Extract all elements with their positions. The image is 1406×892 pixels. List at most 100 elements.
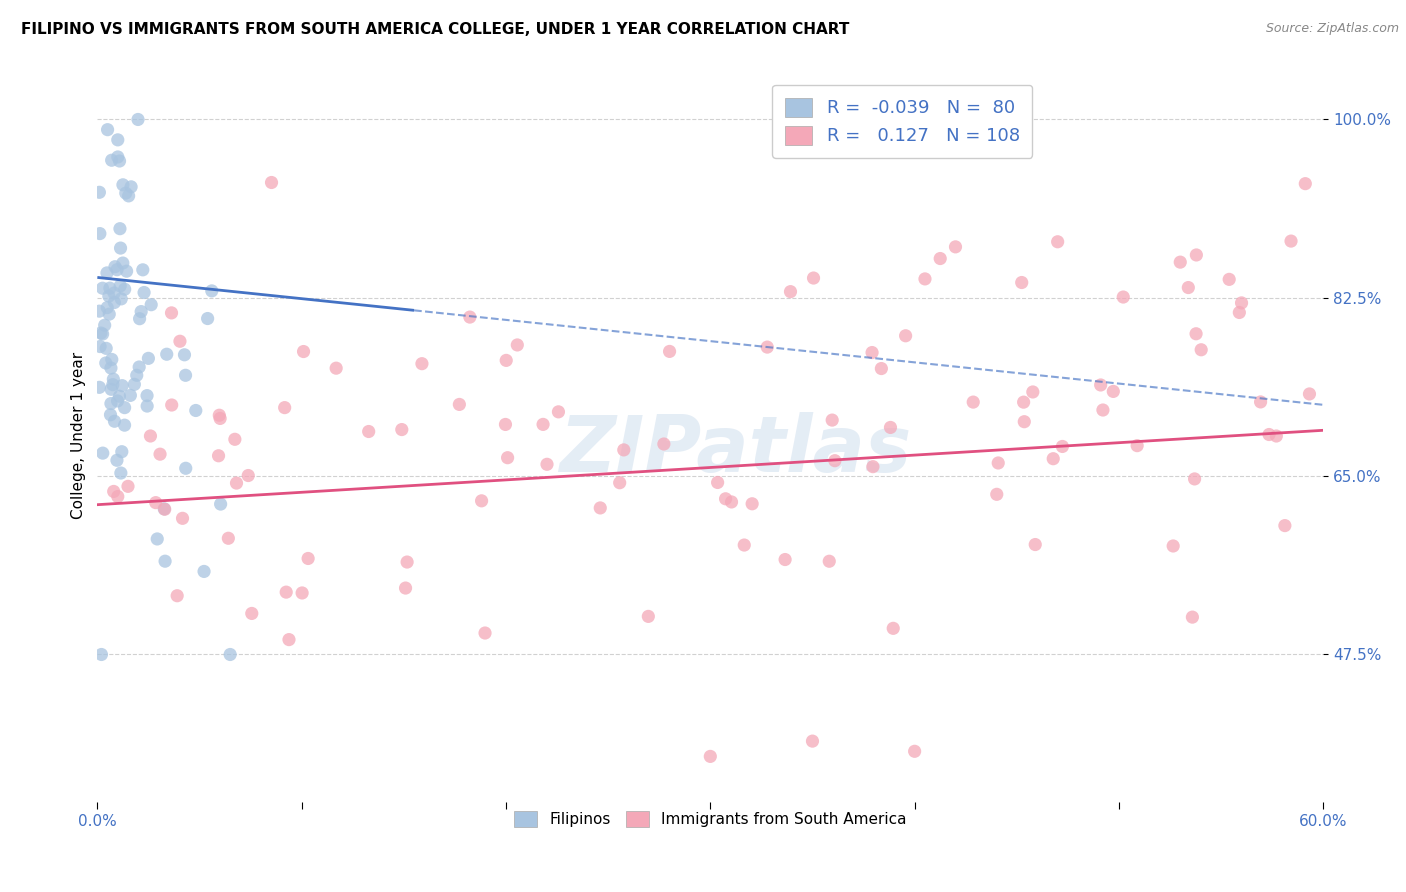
Point xyxy=(89,340,111,354)
Point xyxy=(111,256,134,270)
Point xyxy=(172,511,194,525)
Point xyxy=(879,420,901,434)
Point xyxy=(720,495,742,509)
Point xyxy=(108,389,131,403)
Point xyxy=(114,186,136,200)
Point xyxy=(103,484,125,499)
Point xyxy=(962,395,984,409)
Point xyxy=(276,585,298,599)
Point xyxy=(1265,429,1288,443)
Point xyxy=(699,749,721,764)
Point xyxy=(209,497,232,511)
Point xyxy=(217,531,239,545)
Point xyxy=(219,648,242,662)
Point xyxy=(396,555,419,569)
Point xyxy=(531,417,554,432)
Point xyxy=(107,150,129,164)
Point xyxy=(714,491,737,506)
Point xyxy=(105,453,128,467)
Point xyxy=(89,186,111,200)
Point xyxy=(114,401,136,415)
Point xyxy=(756,340,779,354)
Point xyxy=(1227,305,1250,319)
Text: ZIPatlas: ZIPatlas xyxy=(558,412,911,488)
Point xyxy=(1185,248,1208,262)
Point xyxy=(110,292,132,306)
Point xyxy=(173,348,195,362)
Point xyxy=(117,189,139,203)
Point xyxy=(132,262,155,277)
Point xyxy=(325,361,347,376)
Point xyxy=(224,432,246,446)
Point xyxy=(104,260,127,274)
Point xyxy=(904,744,927,758)
Point xyxy=(411,357,433,371)
Point xyxy=(103,414,125,428)
Point xyxy=(141,298,163,312)
Point xyxy=(1161,539,1184,553)
Point xyxy=(90,648,112,662)
Point xyxy=(136,389,159,403)
Point xyxy=(637,609,659,624)
Point xyxy=(1011,276,1033,290)
Point xyxy=(862,459,884,474)
Point xyxy=(201,284,224,298)
Point xyxy=(652,437,675,451)
Point xyxy=(1126,439,1149,453)
Point xyxy=(733,538,755,552)
Point xyxy=(107,394,129,409)
Point xyxy=(1189,343,1212,357)
Point xyxy=(93,318,115,333)
Point xyxy=(91,281,114,295)
Point xyxy=(108,221,131,235)
Point xyxy=(1012,395,1035,409)
Point xyxy=(98,307,121,321)
Point xyxy=(115,264,138,278)
Point xyxy=(207,449,229,463)
Point xyxy=(96,301,118,315)
Point xyxy=(240,607,263,621)
Point xyxy=(97,122,120,136)
Point xyxy=(94,356,117,370)
Point xyxy=(1181,610,1204,624)
Point xyxy=(139,429,162,443)
Point xyxy=(89,227,111,241)
Point xyxy=(495,353,517,368)
Point xyxy=(1102,384,1125,399)
Point xyxy=(100,382,122,396)
Point xyxy=(706,475,728,490)
Point xyxy=(273,401,295,415)
Point xyxy=(166,589,188,603)
Point xyxy=(1046,235,1069,249)
Point xyxy=(146,532,169,546)
Point xyxy=(260,176,283,190)
Point xyxy=(821,413,844,427)
Point xyxy=(945,240,967,254)
Point xyxy=(160,306,183,320)
Point xyxy=(882,621,904,635)
Point xyxy=(1230,296,1253,310)
Point xyxy=(208,409,231,423)
Point xyxy=(209,411,232,425)
Point xyxy=(91,446,114,460)
Point xyxy=(103,372,125,386)
Point xyxy=(174,461,197,475)
Point xyxy=(136,399,159,413)
Point xyxy=(779,285,801,299)
Point xyxy=(613,442,636,457)
Point xyxy=(129,304,152,318)
Point xyxy=(1298,387,1320,401)
Point xyxy=(1218,272,1240,286)
Point xyxy=(97,289,120,303)
Point xyxy=(929,252,952,266)
Point xyxy=(91,326,114,341)
Point xyxy=(1168,255,1191,269)
Point xyxy=(193,565,215,579)
Point xyxy=(471,493,494,508)
Point xyxy=(1052,440,1074,454)
Point xyxy=(357,425,380,439)
Legend: Filipinos, Immigrants from South America: Filipinos, Immigrants from South America xyxy=(506,804,914,835)
Point xyxy=(127,112,149,127)
Point xyxy=(773,552,796,566)
Point xyxy=(824,453,846,467)
